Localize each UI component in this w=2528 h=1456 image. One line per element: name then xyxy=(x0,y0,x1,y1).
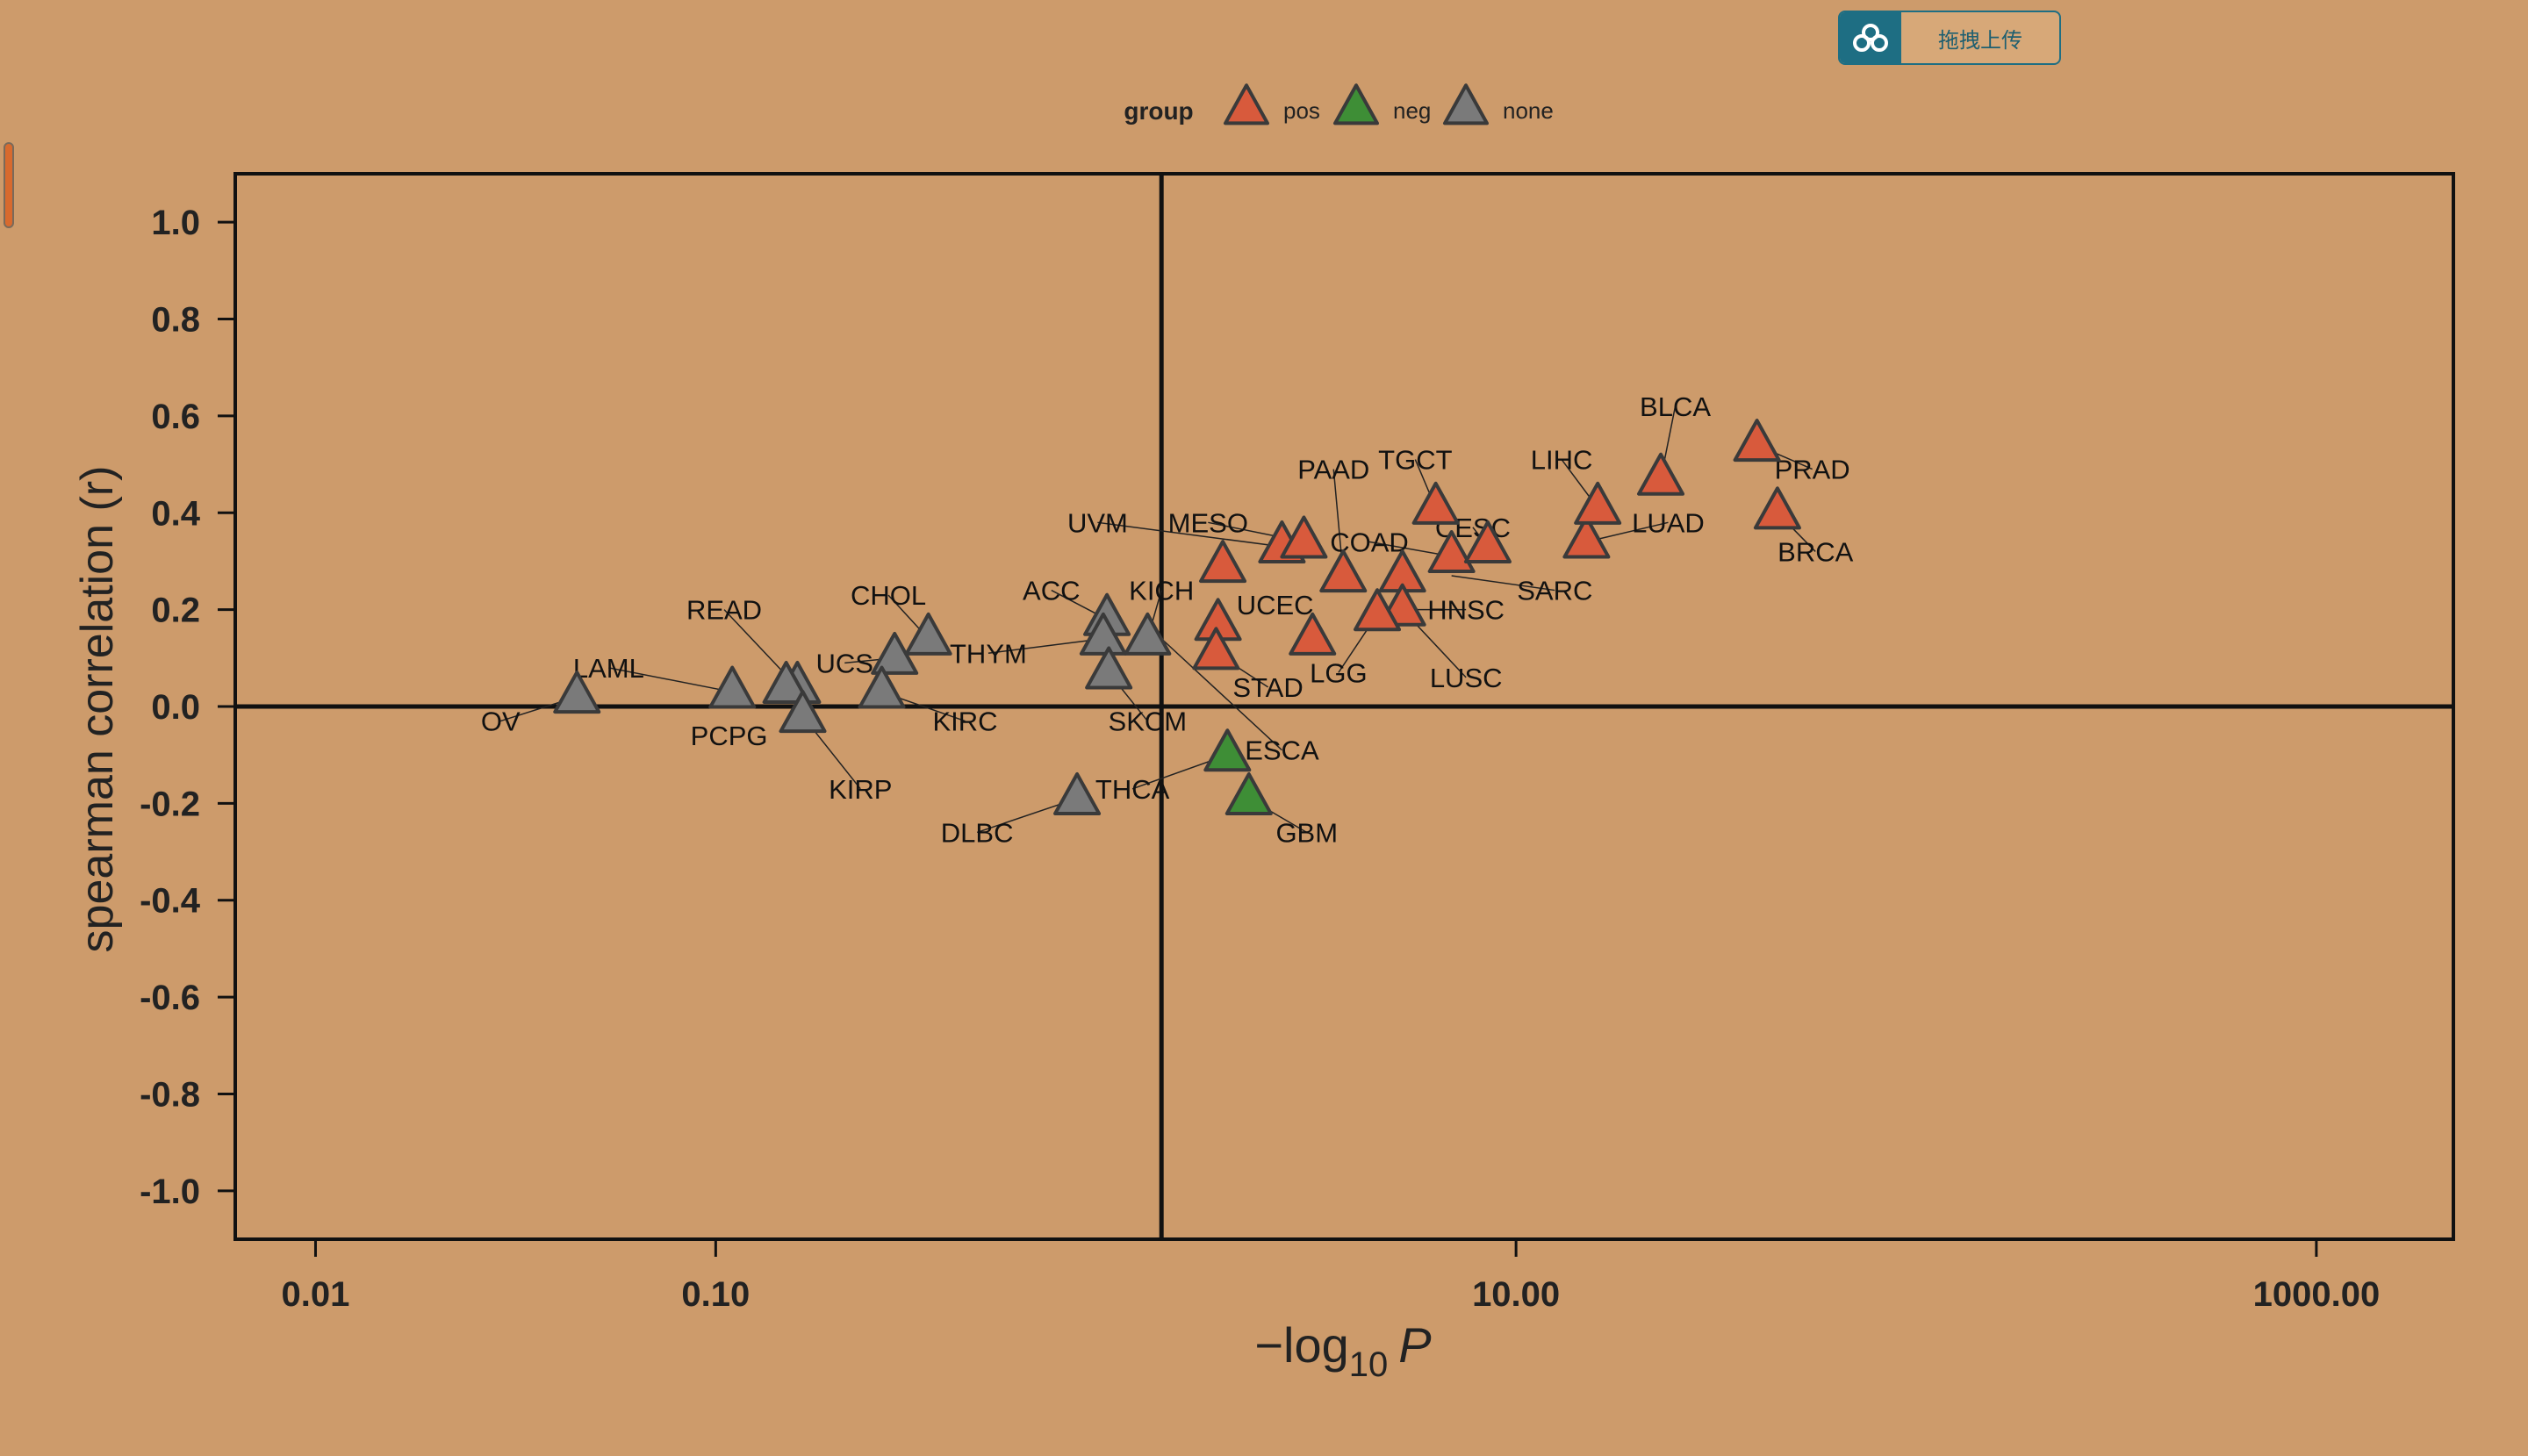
point-label: PAAD xyxy=(1297,455,1369,485)
point-label: HNSC xyxy=(1427,595,1505,626)
y-tick-label: -0.2 xyxy=(140,785,200,823)
y-tick-label: 0.6 xyxy=(151,398,200,436)
label-leader-line xyxy=(988,638,1103,655)
data-point-none xyxy=(904,612,952,656)
data-point-pos xyxy=(1574,481,1622,525)
cloud-upload-icon xyxy=(1840,12,1901,63)
label-leader-line xyxy=(608,667,733,693)
data-point-pos xyxy=(1354,588,1402,632)
data-point-none xyxy=(1085,646,1133,690)
point-label: SKCM xyxy=(1109,706,1188,737)
point-label: LUAD xyxy=(1632,507,1705,538)
legend-title: group xyxy=(1124,97,1193,125)
point-label: PRAD xyxy=(1775,455,1850,485)
point-label: LGG xyxy=(1310,657,1367,688)
point-label: KICH xyxy=(1129,576,1194,606)
point-label: DLBC xyxy=(941,817,1014,848)
y-tick-label: 0.2 xyxy=(151,592,200,630)
y-tick-label: -1.0 xyxy=(140,1173,200,1211)
label-leader-line xyxy=(1451,575,1555,592)
x-tick-label: 0.10 xyxy=(681,1275,750,1314)
data-point-none xyxy=(858,665,906,709)
point-label: UCEC xyxy=(1237,590,1314,620)
y-tick-label: 0.0 xyxy=(151,688,200,727)
point-label: UVM xyxy=(1067,507,1128,538)
legend-label: neg xyxy=(1393,97,1431,124)
data-point-pos xyxy=(1733,419,1781,463)
y-tick-label: 1.0 xyxy=(151,204,200,242)
upload-button[interactable]: 拖拽上传 xyxy=(1838,11,2061,65)
x-tick-label: 1000.00 xyxy=(2253,1275,2381,1314)
legend-label: pos xyxy=(1283,97,1320,124)
legend-marker-none xyxy=(1443,83,1489,126)
point-label: UCS xyxy=(816,648,873,678)
x-tick-label: 10.00 xyxy=(1472,1275,1560,1314)
point-label: MESO xyxy=(1168,507,1248,538)
point-label: LIHC xyxy=(1531,445,1593,476)
data-point-pos xyxy=(1427,530,1476,574)
point-label: PCPG xyxy=(691,721,768,751)
point-label: ESCA xyxy=(1245,735,1319,766)
data-point-none xyxy=(1079,612,1127,656)
x-tick-label: 0.01 xyxy=(282,1275,350,1314)
upload-label: 拖拽上传 xyxy=(1938,28,2022,53)
data-point-pos xyxy=(1192,627,1240,671)
data-point-none xyxy=(553,671,601,714)
data-point-none xyxy=(1124,612,1172,656)
point-label: SARC xyxy=(1517,576,1592,606)
data-point-pos xyxy=(1753,486,1801,530)
data-point-pos xyxy=(1562,515,1611,559)
y-tick-label: -0.8 xyxy=(140,1075,200,1114)
data-point-neg xyxy=(1203,728,1252,772)
label-leader-line xyxy=(1097,521,1282,548)
x-axis-title: −log10 P xyxy=(1254,1317,1431,1384)
data-point-pos xyxy=(1199,540,1247,584)
point-label: STAD xyxy=(1232,672,1303,703)
data-point-neg xyxy=(1224,771,1273,815)
data-point-none xyxy=(1053,771,1102,815)
point-label: THCA xyxy=(1095,774,1170,805)
data-point-pos xyxy=(1411,481,1460,525)
legend-label: none xyxy=(1503,97,1554,124)
label-leader-line xyxy=(1160,638,1282,751)
point-label: KIRP xyxy=(829,774,892,805)
data-point-pos xyxy=(1463,520,1512,563)
point-label: CHOL xyxy=(851,580,926,611)
data-point-none xyxy=(708,665,757,709)
y-axis-title: spearman correlation (r) xyxy=(72,466,123,953)
legend-marker-neg xyxy=(1333,83,1379,126)
point-label: BRCA xyxy=(1778,536,1853,567)
y-tick-label: 0.8 xyxy=(151,301,200,340)
data-point-pos xyxy=(1319,549,1368,593)
scroll-handle[interactable] xyxy=(4,142,14,228)
data-point-pos xyxy=(1637,452,1685,496)
point-label: TGCT xyxy=(1378,445,1452,476)
point-label: ACC xyxy=(1023,576,1080,606)
legend: group pos neg none xyxy=(1124,83,1554,126)
y-tick-label: -0.6 xyxy=(140,979,200,1017)
data-point-none xyxy=(762,661,810,705)
y-tick-label: -0.4 xyxy=(140,882,201,921)
y-tick-label: 0.4 xyxy=(151,494,200,533)
data-point-none xyxy=(779,690,827,734)
data-point-pos xyxy=(1289,612,1337,656)
point-label: GBM xyxy=(1275,817,1338,848)
point-label: LAML xyxy=(573,653,644,684)
x-axis-title-subscript: 10 xyxy=(1349,1345,1389,1384)
data-point-pos xyxy=(1280,515,1328,559)
point-label: READ xyxy=(686,595,762,626)
x-axis-title-prefix: −log xyxy=(1254,1317,1348,1373)
point-label: KIRC xyxy=(932,706,997,737)
point-label: THYM xyxy=(950,638,1027,669)
point-label: LUSC xyxy=(1430,663,1503,693)
point-label: BLCA xyxy=(1640,391,1711,422)
legend-marker-pos xyxy=(1224,83,1269,126)
x-axis-title-variable: P xyxy=(1398,1317,1431,1373)
point-label: OV xyxy=(481,706,521,737)
